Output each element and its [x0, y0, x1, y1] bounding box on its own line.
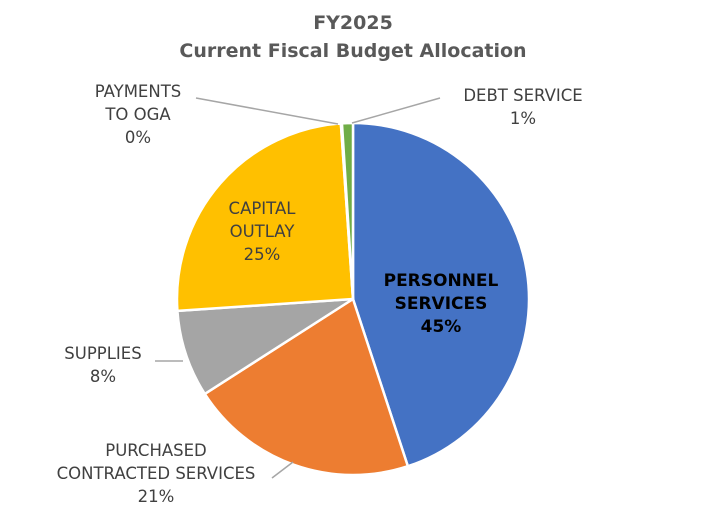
pie-slice-capital-outlay: [175, 122, 355, 313]
data-label-name: CONTRACTED SERVICES: [57, 464, 256, 483]
leader-line: [351, 97, 441, 124]
data-label-name: OUTLAY: [230, 222, 296, 241]
data-label-value: 21%: [138, 487, 175, 506]
data-label-name: SUPPLIES: [64, 344, 141, 363]
data-label-name: PAYMENTS: [95, 82, 182, 101]
leader-line: [195, 97, 339, 125]
data-label-name: PURCHASED: [105, 441, 207, 460]
data-label-name: TO OGA: [104, 105, 171, 124]
data-label-value: 0%: [125, 128, 151, 147]
pie-slice-personnel-services: [351, 121, 531, 468]
chart-subtitle: Current Fiscal Budget Allocation: [179, 40, 526, 62]
pie-slice-purchased-contracted-services: [203, 297, 410, 477]
data-label-name: CAPITAL: [229, 199, 297, 218]
data-label-value: 1%: [510, 109, 536, 128]
data-label-value: 8%: [90, 367, 116, 386]
chart-title: FY2025: [313, 12, 393, 34]
data-label-name: PERSONNEL: [384, 271, 499, 291]
data-label-name: SERVICES: [395, 294, 488, 314]
data-label-name: DEBT SERVICE: [463, 86, 582, 105]
data-label-value: 25%: [244, 245, 281, 264]
leader-line: [271, 461, 294, 479]
data-label-value: 45%: [421, 317, 462, 337]
